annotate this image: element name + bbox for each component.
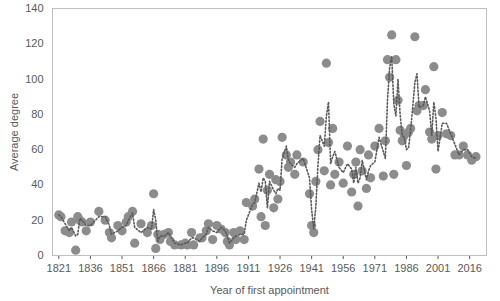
svg-text:40: 40 [31,178,43,190]
svg-text:140: 140 [25,2,43,14]
svg-text:2016: 2016 [457,262,481,274]
svg-text:120: 120 [25,37,43,49]
svg-text:1941: 1941 [299,262,323,274]
svg-text:1911: 1911 [237,262,261,274]
svg-text:100: 100 [25,73,43,85]
svg-text:60: 60 [31,143,43,155]
svg-text:1881: 1881 [173,262,197,274]
svg-text:1926: 1926 [268,262,292,274]
svg-text:1866: 1866 [141,262,165,274]
svg-text:1836: 1836 [78,262,102,274]
svg-text:1956: 1956 [331,262,355,274]
svg-text:1851: 1851 [110,262,134,274]
svg-text:1821: 1821 [47,262,71,274]
svg-text:0: 0 [37,249,43,261]
svg-text:1896: 1896 [205,262,229,274]
svg-text:Average degree: Average degree [8,93,20,171]
svg-text:1971: 1971 [363,262,387,274]
svg-text:2001: 2001 [426,262,450,274]
svg-text:20: 20 [31,214,43,226]
svg-text:80: 80 [31,108,43,120]
svg-text:Year of first appointment: Year of first appointment [210,284,329,296]
svg-text:1986: 1986 [394,262,418,274]
